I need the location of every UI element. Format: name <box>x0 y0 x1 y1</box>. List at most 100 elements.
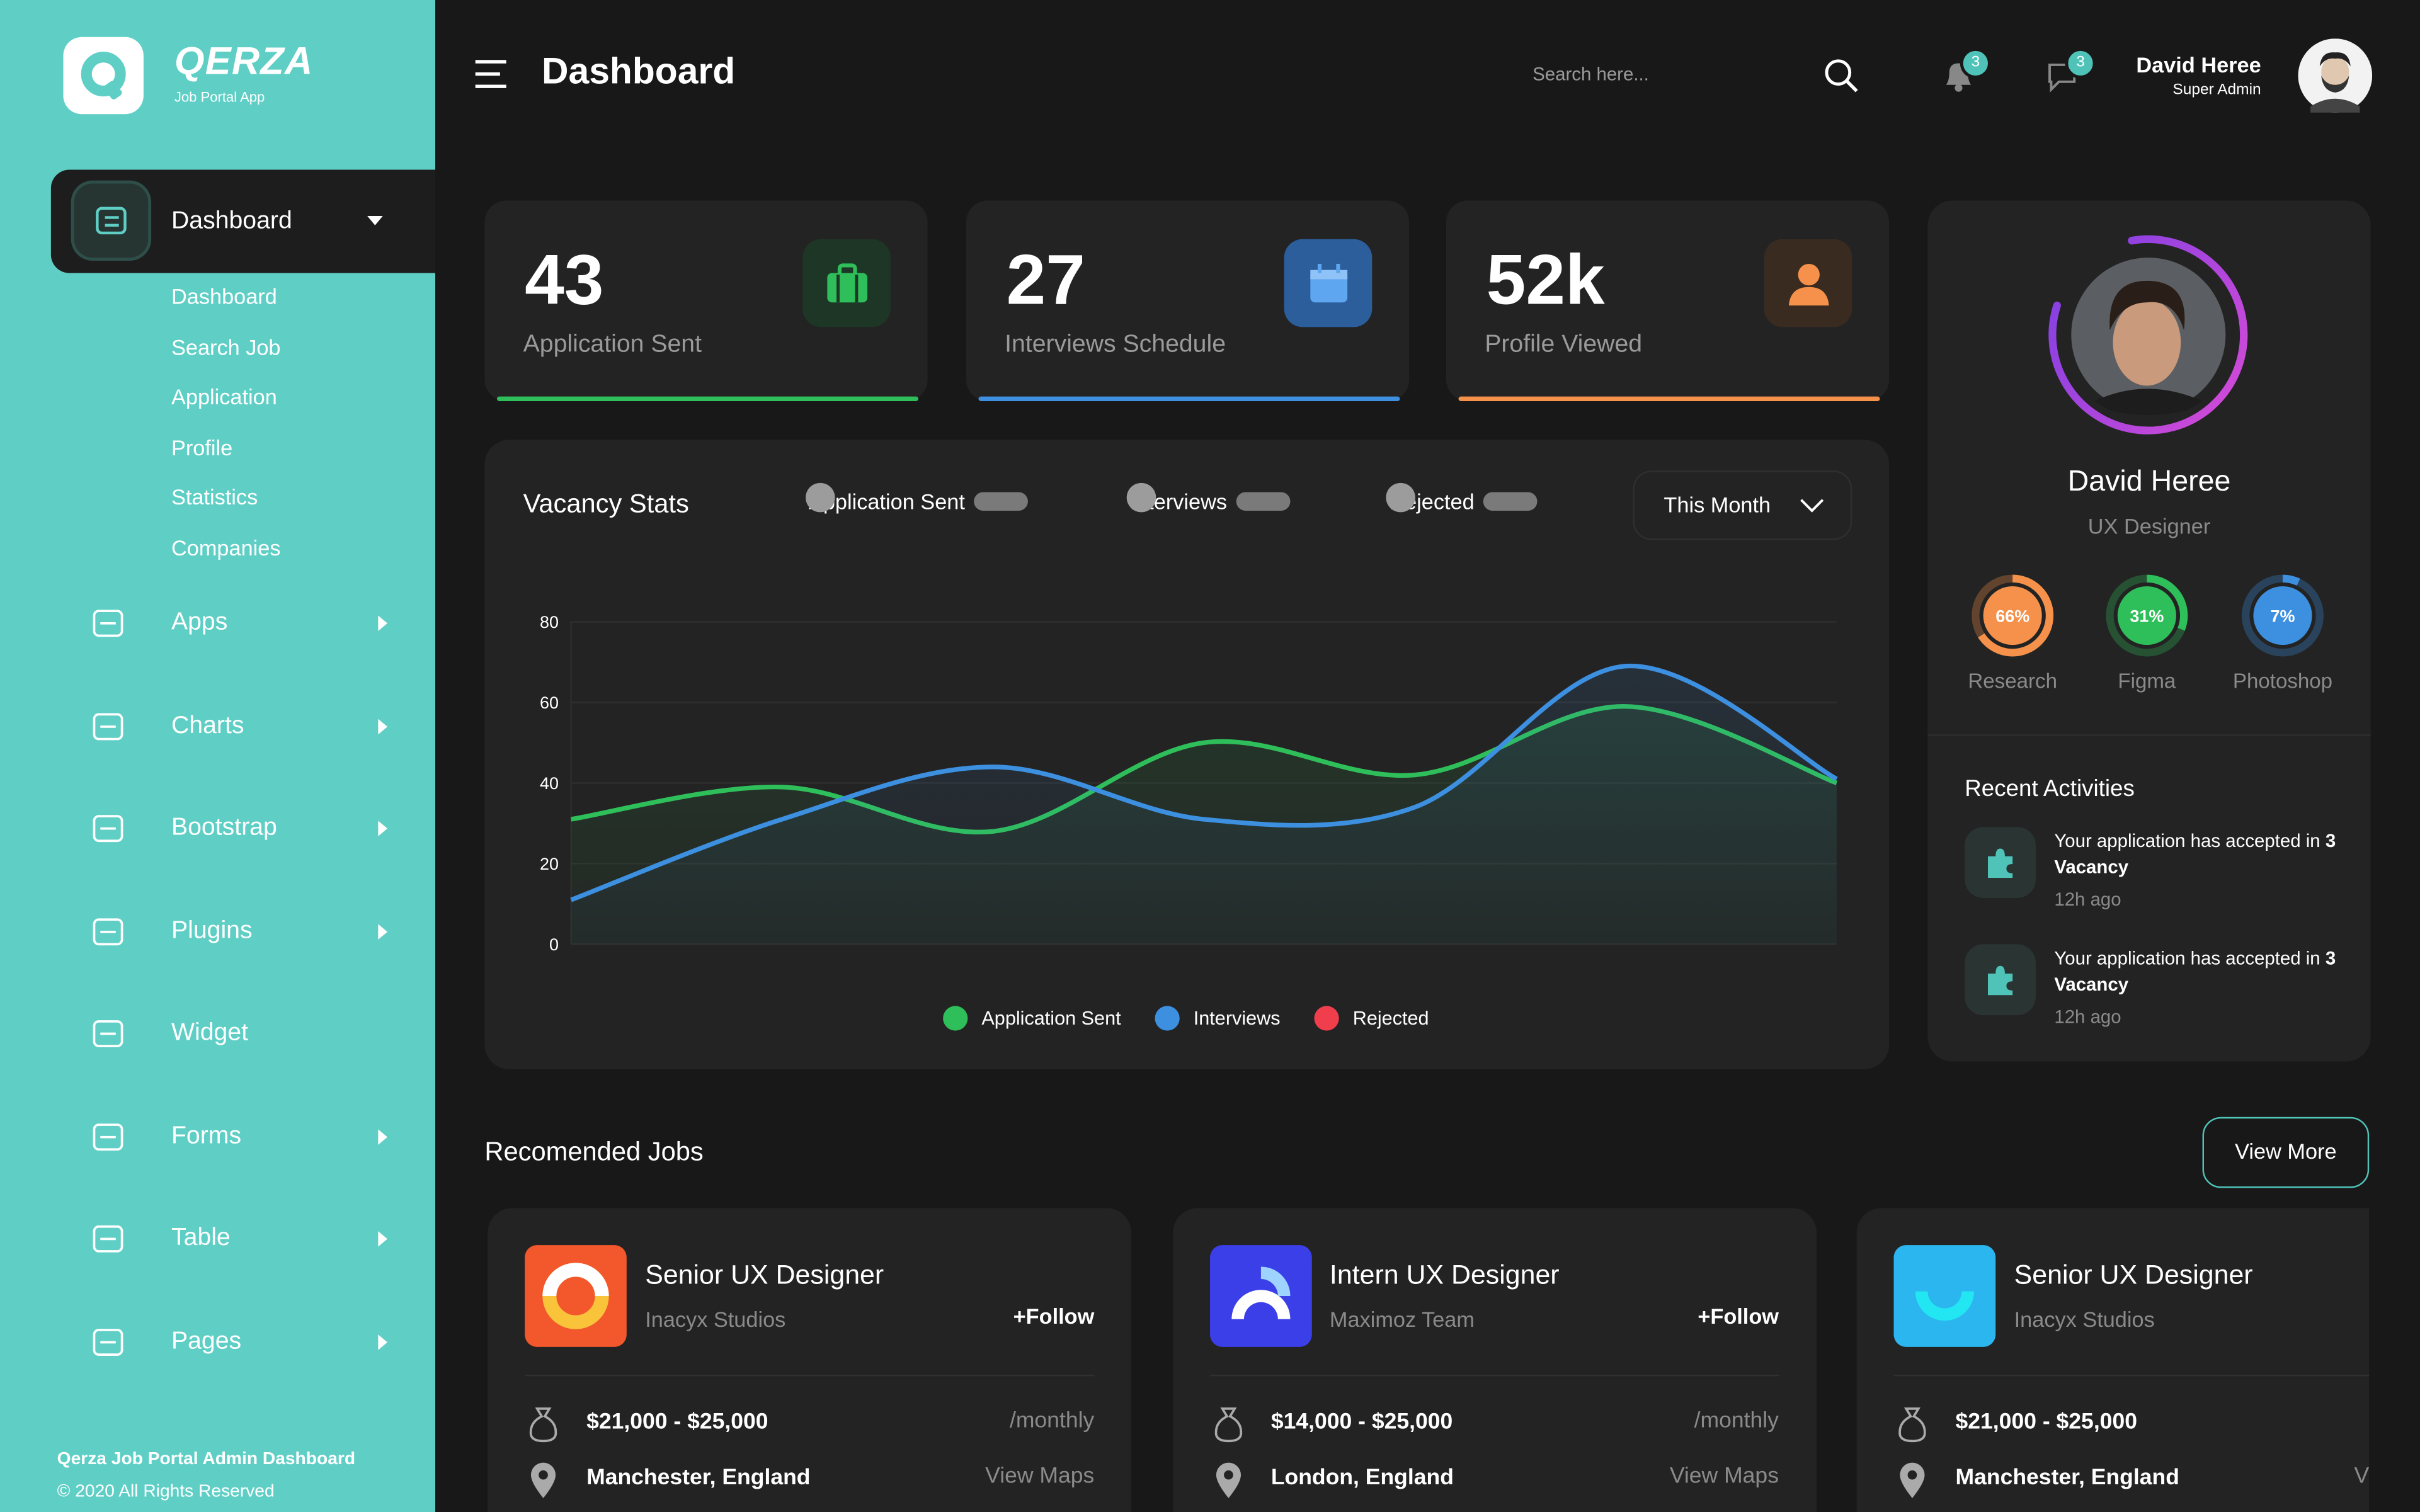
chart-title: Vacancy Stats <box>523 489 689 519</box>
submenu-item[interactable]: Companies <box>171 535 281 560</box>
arrow <box>378 821 388 836</box>
stat-icon <box>1788 263 1829 306</box>
series-toggle[interactable]: Rejected <box>1386 482 1538 514</box>
submenu-item[interactable]: Statistics <box>171 485 258 510</box>
activity-time: 12h ago <box>2054 889 2121 911</box>
icon <box>96 207 127 235</box>
menu-label: Dashboard <box>171 208 292 235</box>
menu-icon-box <box>74 183 149 258</box>
stat-card: 43 Application Sent <box>484 200 928 401</box>
stat-value: 52k <box>1486 239 1605 320</box>
notification-badge[interactable]: 3 <box>1960 47 1991 79</box>
message-badge[interactable]: 3 <box>2065 47 2096 79</box>
stat-value: 27 <box>1006 239 1085 320</box>
icon-shape <box>1798 263 1820 286</box>
icon-shape <box>1898 1407 1926 1443</box>
stat-label: Interviews Schedule <box>1005 331 1226 358</box>
icon <box>93 610 123 637</box>
jobs-row: Senior UX Designer Inacyx Studios +Follow $… <box>484 1208 2370 1512</box>
salary-icon <box>1214 1407 1241 1443</box>
legend-dot <box>943 1006 968 1031</box>
caret <box>367 216 383 225</box>
profile-name: David Heree <box>2067 465 2231 499</box>
legend-label: Application Sent <box>981 1008 1121 1029</box>
menu-item[interactable]: Apps <box>62 589 417 657</box>
donut-center <box>2253 586 2312 645</box>
arrow-shape <box>378 1128 388 1144</box>
view-maps-link[interactable]: View Maps <box>2354 1464 2370 1489</box>
skill-donut: 31% <box>2106 574 2188 657</box>
search-input[interactable]: Search here... <box>1532 63 1649 85</box>
series-toggle[interactable]: Interviews <box>1126 482 1291 514</box>
job-company: Inacyx Studios <box>645 1307 786 1332</box>
menu-label: Widget <box>171 1020 249 1047</box>
activity-icon <box>1965 827 2036 898</box>
job-company: Inacyx Studios <box>2014 1307 2155 1332</box>
logo[interactable] <box>63 37 144 115</box>
menu-item[interactable]: Bootstrap <box>62 795 417 863</box>
menu-label: Bootstrap <box>171 814 277 841</box>
job-salary: $14,000 - $25,000 <box>1270 1410 1453 1435</box>
icon-shape <box>1825 59 1852 86</box>
icon <box>93 712 123 740</box>
avatar-face <box>2321 55 2349 90</box>
menu-item-active[interactable]: Dashboard <box>50 169 435 273</box>
menu-item[interactable]: Charts <box>62 692 417 760</box>
user-avatar <box>2298 38 2373 113</box>
menu-item[interactable]: Table <box>62 1205 417 1273</box>
view-maps-link[interactable]: View Maps <box>985 1464 1095 1489</box>
chevron <box>1800 499 1824 513</box>
icon <box>93 1020 123 1047</box>
donut-arc <box>1972 574 2054 657</box>
series-toggle[interactable]: Application Sent <box>806 482 1029 514</box>
arrow <box>378 923 388 939</box>
avatar-hair <box>2319 52 2351 67</box>
stat-label: Profile Viewed <box>1485 331 1643 358</box>
arrow <box>378 1128 388 1144</box>
follow-button[interactable]: +Follow <box>1698 1304 1779 1329</box>
arrow-shape <box>378 1231 388 1247</box>
icon-shape <box>1214 1407 1241 1443</box>
avatar-face <box>2113 299 2181 386</box>
submenu-item[interactable]: Dashboard <box>171 283 277 309</box>
search-icon <box>1825 59 1858 93</box>
follow-button[interactable]: +Follow <box>1013 1304 1095 1329</box>
hamburger <box>475 60 506 88</box>
avatar-ring <box>2048 235 2248 435</box>
view-maps-link[interactable]: View Maps <box>1669 1464 1779 1489</box>
stat-card: 52k Profile Viewed <box>1446 200 1890 401</box>
menu-item[interactable]: Widget <box>62 1000 417 1068</box>
submenu-item[interactable]: Application <box>171 384 277 409</box>
brand: QERZA <box>174 40 314 84</box>
legend-label: Rejected <box>1353 1008 1429 1029</box>
icon <box>93 1225 123 1253</box>
profile-card: David Heree UX Designer 66% Research 31% Figm… <box>1927 200 2371 1062</box>
salary-icon <box>529 1407 557 1443</box>
toggle-track <box>806 482 1029 513</box>
filter-dropdown[interactable]: This Month <box>1633 470 1852 540</box>
line-chart: 0 20 40 60 80 Application Sent Interviews Rejec… <box>540 613 1838 1031</box>
menu-item[interactable]: Forms <box>62 1103 417 1171</box>
job-period: /monthly <box>1009 1408 1095 1434</box>
icon-shape <box>93 610 123 637</box>
sidebar: QERZA Job Portal App Dashboard Dashboard Sea… <box>0 0 435 1512</box>
y-tick-label: 80 <box>540 613 559 632</box>
skill-name: Photoshop <box>2232 669 2333 693</box>
icon <box>93 1122 123 1150</box>
stat-card: 27 Interviews Schedule <box>966 200 1410 401</box>
skill-name: Research <box>1968 669 2057 693</box>
menu-item[interactable]: Pages <box>62 1307 417 1375</box>
menu-item[interactable]: Plugins <box>62 897 417 965</box>
icon-shape <box>1310 270 1348 280</box>
submenu-item[interactable]: Profile <box>171 435 233 460</box>
puzzle <box>1987 965 2013 996</box>
submenu-item[interactable]: Search Job <box>171 334 281 359</box>
activity-message: Your application has accepted in <box>2054 947 2320 969</box>
location-icon <box>1215 1462 1240 1498</box>
avatar-beard <box>2321 76 2349 93</box>
icon-shape <box>539 1470 548 1480</box>
chart-card: Vacancy Stats Application Sent Interviews R… <box>484 440 1890 1069</box>
logo-shape <box>1915 1291 1974 1321</box>
view-more-button[interactable]: View More <box>2202 1117 2370 1188</box>
